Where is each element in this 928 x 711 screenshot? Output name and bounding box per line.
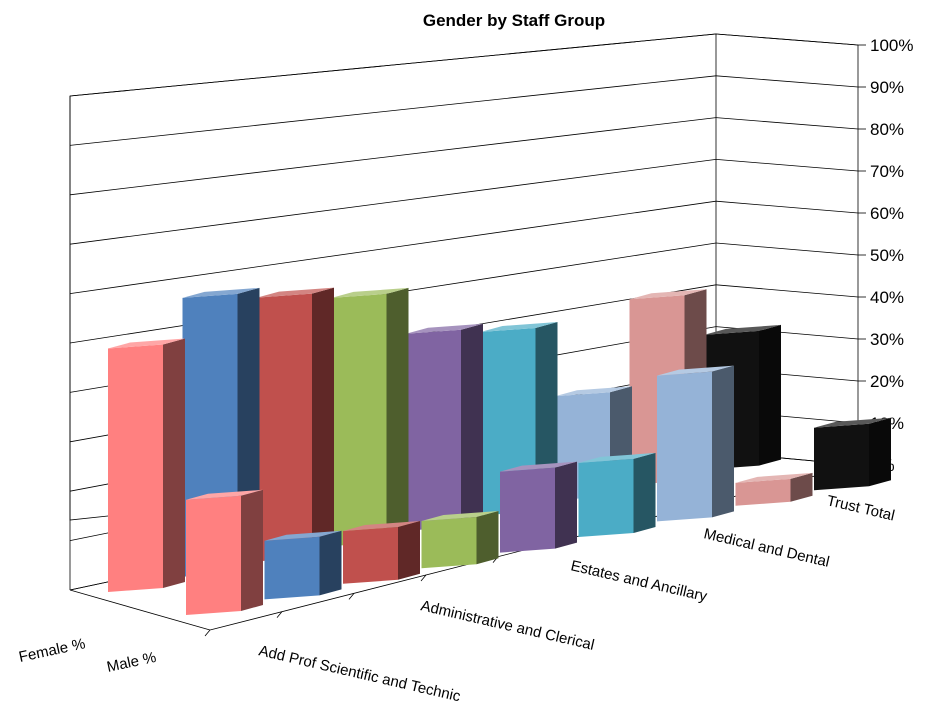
- y-tick-label: 70%: [870, 162, 904, 181]
- bar-male-6: [657, 365, 734, 522]
- y-tick-label: 100%: [870, 36, 913, 55]
- bar-male-5: [578, 452, 656, 537]
- bar-male-2: [343, 521, 420, 584]
- category-label: Medical and Dental: [702, 525, 831, 570]
- chart-bars: [108, 287, 891, 615]
- category-label: Administrative and Clerical: [419, 597, 596, 654]
- chart-title: Gender by Staff Group: [423, 11, 605, 30]
- bar-male-0: [186, 489, 263, 615]
- y-tick-label: 90%: [870, 78, 904, 97]
- y-tick-label: 20%: [870, 372, 904, 391]
- category-label: Estates and Ancillary: [569, 557, 709, 605]
- bar-male-3: [421, 510, 499, 569]
- series-labels: Female % Male %: [17, 635, 157, 676]
- y-tick-label: 40%: [870, 288, 904, 307]
- y-tick-label: 60%: [870, 204, 904, 223]
- bar-female-2: [257, 287, 334, 562]
- bar-female-4: [406, 323, 483, 531]
- series-label: Female %: [17, 635, 87, 666]
- bar-female-0: [108, 338, 185, 592]
- bar-male-1: [264, 530, 342, 600]
- category-label: Add Prof Scientific and Technic: [257, 642, 463, 705]
- bar-male-7: [735, 472, 813, 506]
- series-label: Male %: [105, 649, 157, 676]
- bar-female-3: [331, 287, 409, 547]
- y-tick-label: 80%: [870, 120, 904, 139]
- y-tick-label: 30%: [870, 330, 904, 349]
- bar-male-4: [500, 461, 577, 553]
- bar-male-8: [814, 417, 891, 491]
- category-label: Trust Total: [825, 492, 896, 524]
- y-tick-label: 50%: [870, 246, 904, 265]
- y-axis-ticks: 0%10%20%30%40%50%60%70%80%90%100%: [870, 36, 913, 475]
